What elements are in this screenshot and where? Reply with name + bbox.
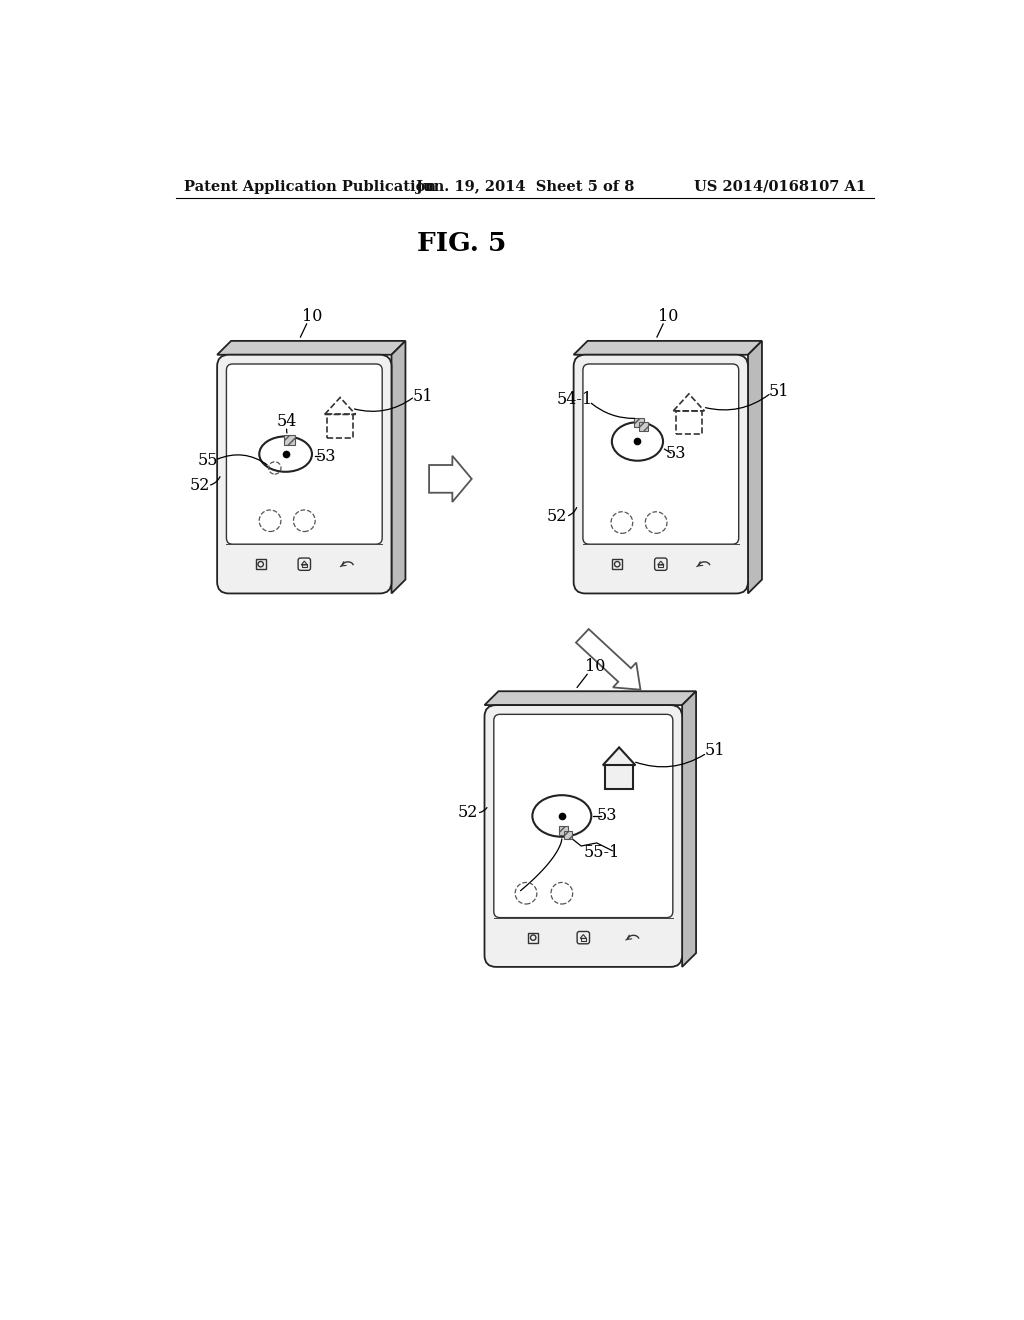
Bar	[302, 564, 306, 568]
Bar	[256, 560, 266, 569]
Text: Patent Application Publication: Patent Application Publication	[183, 180, 436, 194]
Bar	[605, 766, 633, 789]
Polygon shape	[391, 341, 406, 594]
Bar	[634, 417, 644, 426]
Text: 10: 10	[302, 308, 323, 325]
Text: Jun. 19, 2014  Sheet 5 of 8: Jun. 19, 2014 Sheet 5 of 8	[416, 180, 634, 194]
Bar	[559, 826, 567, 834]
Text: US 2014/0168107 A1: US 2014/0168107 A1	[693, 180, 866, 194]
Polygon shape	[575, 630, 640, 689]
Bar	[612, 560, 623, 569]
Bar	[581, 937, 586, 941]
Polygon shape	[484, 692, 696, 705]
Bar	[285, 436, 295, 445]
Polygon shape	[748, 341, 762, 594]
Text: 54-1: 54-1	[557, 391, 593, 408]
Text: FIG. 5: FIG. 5	[417, 231, 506, 256]
Polygon shape	[573, 341, 762, 355]
Text: 10: 10	[585, 659, 605, 675]
Bar	[639, 422, 648, 432]
FancyBboxPatch shape	[494, 714, 673, 917]
Text: 53: 53	[315, 447, 336, 465]
FancyBboxPatch shape	[583, 364, 738, 544]
Polygon shape	[682, 692, 696, 966]
Bar	[658, 564, 664, 568]
Text: 10: 10	[658, 308, 679, 325]
Bar	[676, 411, 702, 434]
Text: 55-1: 55-1	[584, 845, 621, 862]
Text: 55: 55	[198, 451, 218, 469]
Text: 51: 51	[413, 388, 433, 405]
Text: 52: 52	[547, 508, 566, 525]
Bar	[528, 933, 539, 942]
Polygon shape	[429, 455, 472, 502]
FancyBboxPatch shape	[226, 364, 382, 544]
Bar	[564, 832, 572, 840]
FancyBboxPatch shape	[217, 355, 391, 594]
Text: 54: 54	[276, 413, 297, 430]
Text: 52: 52	[458, 804, 477, 821]
Polygon shape	[603, 747, 636, 766]
FancyBboxPatch shape	[573, 355, 748, 594]
Text: 53: 53	[666, 445, 686, 462]
Polygon shape	[217, 341, 406, 355]
Text: 52: 52	[189, 477, 210, 494]
FancyBboxPatch shape	[484, 705, 682, 966]
Text: 51: 51	[705, 742, 725, 759]
Bar	[327, 414, 353, 437]
Text: 53: 53	[597, 808, 617, 825]
Text: 51: 51	[769, 383, 790, 400]
